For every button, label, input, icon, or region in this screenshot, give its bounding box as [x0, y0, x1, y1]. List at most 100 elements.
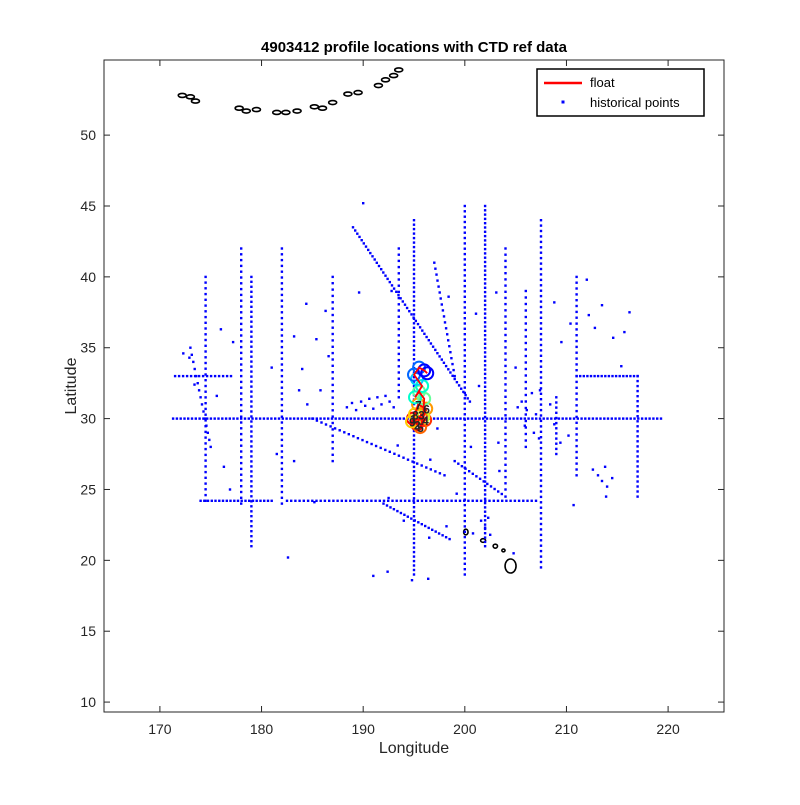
- historical-point-954: [555, 401, 558, 404]
- historical-point-131: [412, 223, 416, 226]
- historical-point-847: [636, 420, 639, 423]
- historical-point-419: [539, 539, 543, 542]
- historical-point-304: [463, 279, 466, 282]
- historical-point-757: [263, 499, 266, 502]
- historical-point-422: [539, 555, 543, 558]
- historical-point-780: [370, 499, 373, 502]
- historical-point-631: [204, 310, 207, 313]
- historical-point-23: [258, 417, 262, 420]
- historical-point-574: [240, 473, 243, 476]
- historical-point-140: [412, 263, 416, 267]
- historical-point-415: [539, 517, 543, 520]
- historical-point-1058: [193, 367, 196, 371]
- historical-point-192: [412, 497, 416, 500]
- historical-point-531: [250, 530, 253, 533]
- float-profile-5: [419, 401, 434, 416]
- historical-point-222: [483, 256, 487, 259]
- historical-point-1033: [524, 309, 527, 312]
- historical-point-26: [270, 417, 273, 420]
- historical-point-939: [397, 315, 400, 318]
- historical-point-676: [504, 315, 507, 318]
- historical-point-146: [412, 290, 416, 294]
- historical-point-1079: [384, 394, 387, 398]
- historical-point-16: [232, 417, 235, 420]
- historical-point-1159: [604, 495, 608, 498]
- historical-point-483: [250, 290, 253, 293]
- historical-point-812: [505, 499, 508, 502]
- historical-point-655: [204, 447, 207, 451]
- historical-point-344: [463, 493, 466, 496]
- historical-point-125: [644, 417, 648, 420]
- historical-point-618: [280, 467, 284, 471]
- historical-point-666: [504, 253, 507, 256]
- historical-point-492: [250, 335, 253, 338]
- historical-points-layer: [171, 202, 663, 582]
- historical-point-861: [636, 490, 639, 493]
- historical-point-717: [575, 345, 578, 349]
- historical-point-937: [397, 303, 400, 306]
- historical-point-1034: [524, 315, 527, 319]
- historical-point-597: [280, 345, 284, 349]
- historical-point-504: [250, 395, 253, 398]
- historical-point-393: [539, 398, 543, 401]
- historical-point-268: [483, 454, 487, 457]
- historical-point-599: [280, 357, 284, 360]
- historical-point-956: [555, 411, 558, 414]
- historical-point-1099: [603, 465, 607, 468]
- historical-point-586: [280, 282, 284, 285]
- aleutian-island-15: [380, 77, 391, 83]
- historical-point-951: [397, 389, 400, 393]
- historical-point-816: [522, 499, 525, 502]
- historical-point-735: [575, 450, 578, 454]
- historical-point-1148: [585, 278, 588, 281]
- historical-point-327: [463, 402, 466, 405]
- historical-point-573: [240, 467, 243, 471]
- hawaii-island-4: [504, 558, 517, 574]
- historical-point-136: [412, 245, 416, 249]
- historical-point-198: [412, 524, 416, 527]
- historical-point-1110: [228, 488, 232, 491]
- historical-point-982: [320, 421, 323, 424]
- historical-point-815: [517, 499, 521, 502]
- historical-point-215: [483, 226, 487, 229]
- historical-point-143: [412, 277, 416, 280]
- historical-point-501: [250, 380, 253, 383]
- historical-point-591: [280, 311, 284, 314]
- historical-point-738: [575, 468, 578, 471]
- historical-point-788: [403, 499, 407, 502]
- historical-point-613: [280, 438, 284, 442]
- historical-point-27: [274, 417, 277, 420]
- historical-point-120: [625, 417, 629, 420]
- historical-point-4: [187, 417, 190, 420]
- legend-float-label: float: [590, 75, 615, 90]
- historical-point-450: [405, 306, 409, 310]
- historical-point-667: [504, 259, 507, 263]
- historical-point-708: [575, 293, 578, 296]
- historical-point-278: [483, 497, 487, 500]
- historical-point-560: [240, 392, 243, 395]
- historical-point-200: [412, 532, 416, 536]
- historical-point-960: [555, 432, 558, 435]
- historical-point-1126: [628, 311, 631, 314]
- historical-point-1114: [372, 574, 375, 578]
- historical-point-1155: [436, 427, 439, 430]
- historical-point-1130: [319, 389, 322, 392]
- float-profile-label-1: 2: [414, 418, 421, 432]
- historical-point-461: [429, 342, 433, 345]
- historical-point-605: [280, 392, 284, 395]
- historical-point-229: [483, 286, 487, 289]
- historical-point-348: [463, 514, 466, 517]
- historical-point-31: [289, 417, 292, 420]
- historical-point-254: [483, 394, 487, 397]
- historical-point-179: [412, 438, 416, 442]
- historical-point-590: [280, 305, 284, 308]
- historical-point-108: [580, 417, 583, 420]
- historical-point-804: [471, 499, 474, 502]
- historical-point-1054: [524, 445, 527, 449]
- historical-point-962: [555, 442, 558, 445]
- historical-point-1156: [396, 444, 399, 447]
- historical-point-1015: [438, 291, 441, 294]
- historical-point-324: [463, 386, 466, 389]
- historical-point-1022: [446, 333, 449, 336]
- historical-point-1061: [197, 389, 201, 392]
